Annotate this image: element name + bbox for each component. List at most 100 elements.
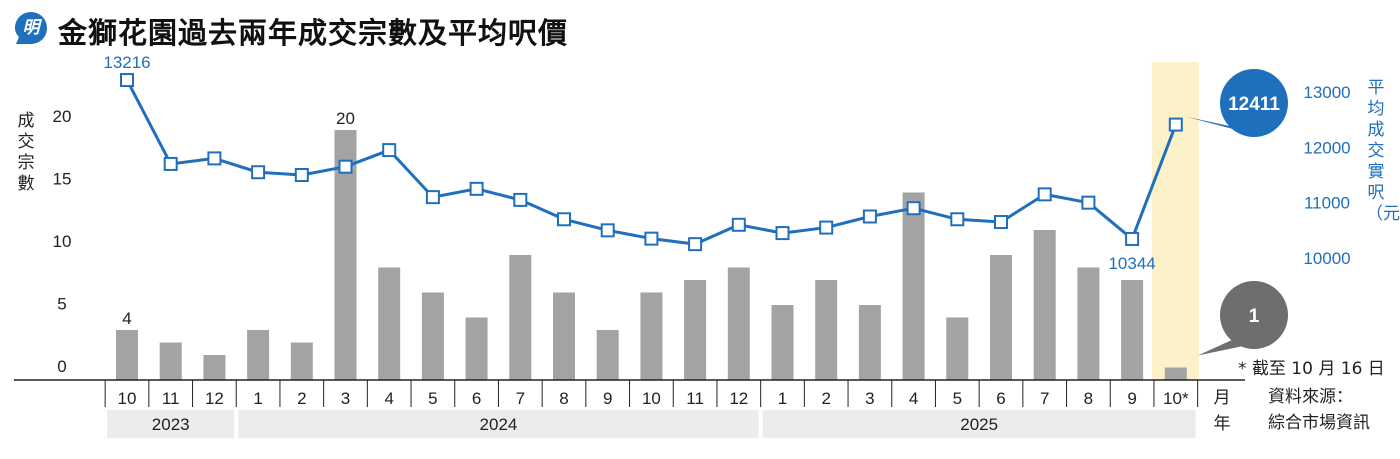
bar	[902, 192, 925, 380]
bar	[465, 317, 488, 380]
price-point	[1125, 231, 1140, 246]
year-label: 2024	[480, 415, 518, 434]
right-tick-label: 12000	[1303, 138, 1350, 157]
bar	[290, 342, 313, 380]
x-unit-year: 年	[1213, 414, 1231, 434]
x-unit-month: 月	[1213, 388, 1231, 408]
callout-tail	[1185, 116, 1248, 133]
x-tick-label: 9	[1127, 389, 1136, 408]
bar	[247, 330, 270, 380]
year-band	[107, 410, 235, 438]
x-tick-label: 10	[118, 389, 137, 408]
year-band	[238, 410, 759, 438]
left-axis-title: 成交宗數	[17, 111, 35, 194]
bar	[640, 292, 663, 380]
price-point	[819, 220, 834, 235]
bar	[1164, 367, 1187, 380]
source-label: 資料來源：	[1268, 387, 1353, 407]
x-tick-label: 10	[642, 389, 661, 408]
right-tick-label: 13000	[1303, 83, 1350, 102]
right-tick-label: 10000	[1303, 249, 1350, 268]
price-point	[294, 168, 309, 182]
left-tick-label: 5	[57, 295, 66, 314]
price-point	[425, 190, 440, 205]
x-tick-label: 12	[729, 389, 748, 408]
bar	[553, 292, 575, 380]
price-point	[163, 156, 178, 171]
price-point	[382, 143, 397, 158]
bar	[203, 355, 226, 380]
bar	[1077, 267, 1100, 380]
price-point	[207, 151, 222, 166]
source: 資料來源： 綜合市場資訊	[1268, 384, 1370, 436]
price-point	[994, 215, 1008, 230]
bar-data-label: 4	[122, 309, 131, 328]
left-tick-label: 20	[53, 107, 72, 126]
bar	[990, 255, 1012, 380]
bar	[1033, 230, 1056, 380]
x-tick-label: 6	[996, 389, 1005, 408]
price-point	[600, 223, 615, 238]
bar	[771, 305, 794, 380]
x-tick-label: 8	[559, 389, 568, 408]
price-point	[469, 181, 484, 196]
bar	[116, 330, 138, 380]
bar	[946, 317, 969, 380]
x-tick-label: 7	[1040, 389, 1049, 408]
x-tick-label: 11	[162, 389, 180, 408]
left-tick-label: 15	[53, 170, 72, 189]
price-point	[862, 209, 877, 224]
bar	[858, 305, 881, 380]
x-tick-label: 2	[821, 389, 830, 408]
year-label: 2025	[960, 415, 998, 434]
right-axis-title: 平均成交實呎（元）	[1366, 78, 1400, 224]
x-tick-label: 6	[472, 389, 481, 408]
price-point	[688, 237, 703, 252]
price-point	[1037, 187, 1052, 202]
bar	[1121, 280, 1144, 380]
footnote: * 截至 10 月 16 日	[1238, 359, 1385, 379]
x-tick-label: 12	[205, 389, 224, 408]
x-tick-label: 4	[909, 389, 918, 408]
logo-text: 明	[22, 18, 40, 38]
line-data-label: 10344	[1108, 254, 1155, 273]
x-tick-label: 5	[428, 389, 437, 408]
x-tick-label: 1	[778, 389, 787, 408]
price-point	[906, 201, 921, 216]
year-band	[762, 410, 1196, 438]
callout-label: 12411	[1228, 94, 1280, 115]
x-tick-label: 2	[297, 389, 306, 408]
callout-bubble	[1220, 69, 1288, 137]
bar	[159, 342, 182, 380]
price-point	[950, 212, 965, 227]
price-point	[644, 231, 659, 246]
x-tick-label: 4	[384, 389, 393, 408]
x-tick-label: 3	[865, 389, 874, 408]
bar-data-label: 20	[336, 109, 355, 128]
bar	[509, 255, 532, 380]
x-axis-unit: 月 年	[1212, 385, 1232, 437]
price-point	[513, 192, 528, 207]
bar	[421, 292, 444, 380]
line-data-label: 13216	[103, 53, 150, 72]
chart-title: 金獅花園過去兩年成交宗數及平均呎價	[58, 16, 569, 50]
price-line	[125, 79, 1178, 246]
x-tick-label: 11	[686, 389, 704, 408]
bar	[378, 267, 401, 380]
price-point	[1168, 117, 1183, 132]
x-tick-label: 9	[603, 389, 612, 408]
price-point	[557, 212, 571, 227]
x-tick-label: 3	[341, 389, 350, 408]
price-point	[775, 226, 790, 241]
callout-label: 1	[1249, 306, 1260, 327]
x-tick-label: 8	[1084, 389, 1093, 408]
bar	[815, 280, 838, 380]
callout-bubble	[1220, 281, 1288, 349]
year-label: 2023	[152, 415, 190, 434]
x-tick-label: 7	[516, 389, 525, 408]
bar	[727, 267, 750, 380]
left-tick-label: 0	[57, 357, 66, 376]
highlight-band	[1151, 62, 1199, 380]
price-point	[338, 159, 353, 174]
